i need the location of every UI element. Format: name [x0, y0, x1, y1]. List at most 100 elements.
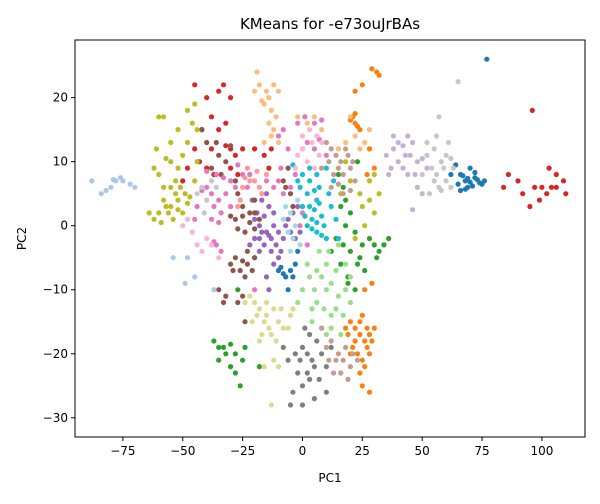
data-point — [505, 171, 511, 178]
data-point — [240, 258, 246, 264]
data-point — [386, 235, 392, 242]
data-point — [201, 210, 207, 216]
data-point — [220, 82, 227, 88]
data-point — [280, 216, 286, 222]
data-point — [467, 165, 473, 171]
data-point — [182, 191, 188, 197]
data-point — [280, 191, 286, 197]
data-point — [374, 255, 380, 261]
data-point — [460, 173, 466, 179]
data-point — [156, 171, 162, 178]
data-point — [237, 267, 243, 274]
data-point — [357, 191, 363, 197]
data-point — [252, 88, 258, 94]
data-point — [247, 242, 253, 248]
data-point — [268, 107, 274, 113]
data-point — [307, 203, 313, 210]
data-point — [290, 274, 296, 280]
data-point — [311, 187, 317, 194]
data-point — [220, 299, 227, 306]
data-point — [170, 255, 176, 261]
data-point — [242, 319, 248, 325]
data-point — [268, 331, 274, 338]
data-point — [323, 344, 329, 350]
data-point — [192, 274, 198, 280]
data-point — [261, 213, 267, 219]
data-point — [297, 229, 303, 235]
data-point — [204, 139, 210, 146]
data-point — [340, 312, 346, 318]
data-point — [467, 179, 473, 185]
data-point — [275, 255, 282, 261]
data-point — [275, 364, 282, 370]
data-point — [304, 261, 310, 267]
data-point — [443, 178, 449, 184]
data-point — [438, 159, 444, 165]
data-point — [259, 98, 265, 104]
data-point — [335, 235, 341, 242]
data-point — [98, 191, 104, 197]
data-point — [357, 127, 363, 133]
data-point — [256, 364, 262, 370]
data-point — [347, 178, 353, 184]
data-point — [194, 159, 200, 165]
data-point — [520, 191, 526, 197]
data-point — [362, 223, 368, 229]
data-point — [261, 152, 267, 158]
data-point — [194, 191, 200, 197]
data-point — [297, 184, 303, 190]
data-point — [314, 219, 320, 226]
data-point — [271, 82, 277, 88]
data-point — [268, 402, 274, 408]
data-point — [328, 312, 334, 318]
data-point — [529, 107, 535, 113]
data-point — [204, 184, 210, 190]
data-point — [515, 178, 521, 184]
data-point — [184, 165, 191, 171]
data-point — [266, 120, 272, 126]
data-point — [280, 127, 286, 133]
data-point — [299, 171, 306, 178]
data-point — [304, 191, 310, 197]
data-point — [544, 191, 550, 197]
data-point — [261, 139, 267, 146]
data-point — [237, 197, 243, 203]
data-point — [110, 177, 116, 183]
data-point — [299, 383, 306, 389]
data-point — [240, 357, 246, 363]
data-point — [292, 223, 298, 229]
data-point — [412, 171, 418, 178]
data-point — [285, 287, 291, 293]
data-point — [263, 299, 270, 306]
data-point — [249, 267, 255, 274]
data-point — [362, 338, 368, 344]
data-point — [366, 146, 373, 152]
data-point — [283, 274, 289, 280]
data-point — [376, 248, 382, 254]
data-point — [208, 146, 215, 152]
data-point — [127, 181, 133, 187]
data-point — [371, 210, 377, 216]
data-point — [314, 267, 320, 274]
data-point — [354, 261, 361, 267]
data-point — [223, 159, 229, 165]
data-point — [316, 184, 322, 190]
data-point — [232, 351, 238, 357]
data-point — [268, 133, 274, 139]
data-point — [419, 171, 425, 178]
data-point — [103, 187, 109, 194]
data-point — [302, 213, 308, 219]
data-point — [194, 127, 200, 133]
data-point — [235, 203, 241, 210]
data-point — [410, 207, 416, 213]
data-point — [254, 312, 260, 318]
data-point — [170, 216, 176, 222]
data-point — [304, 370, 310, 376]
data-point — [331, 178, 337, 184]
data-point — [338, 261, 344, 267]
data-point — [335, 351, 341, 357]
data-point — [343, 325, 349, 331]
data-point — [347, 165, 353, 171]
data-point — [323, 389, 329, 395]
data-point — [359, 383, 365, 389]
